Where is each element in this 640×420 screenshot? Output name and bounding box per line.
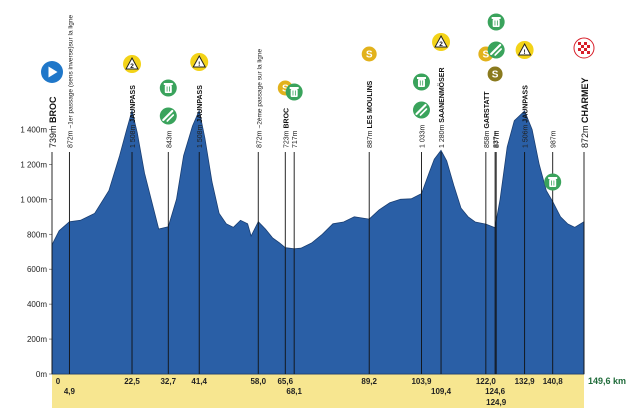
checkpoint-note: ~2ème passage sur la ligne — [256, 48, 263, 128]
climb-warning-icon: ! — [190, 53, 209, 71]
water-bottle-icon — [487, 13, 505, 31]
checkpoint-altitude: 1 033m — [419, 124, 426, 148]
svg-text:2: 2 — [130, 63, 134, 70]
checkpoint-label: 1 280m SAANENMÖSER — [437, 67, 446, 148]
km-tick-label: 132,9 — [515, 377, 536, 386]
y-tick-label: 1 400m — [20, 125, 47, 134]
km-tick-label: 65,6 — [277, 377, 293, 386]
checkpoint-altitude: 887m — [367, 129, 374, 148]
finish-name: CHARMEY — [580, 77, 590, 123]
km-tick-label: 68,1 — [286, 387, 302, 396]
checkpoint-altitude: 1 506m — [523, 123, 530, 148]
checkpoint-altitude: 1 280m — [439, 123, 446, 148]
checkpoint-label: 872m ~2ème passage sur la ligne — [256, 48, 263, 148]
checkpoint-label: 872m ~1er passage (sens inverse)sur la l… — [67, 15, 74, 148]
checkpoint-label: 1 508m JAUNPASS — [130, 85, 137, 148]
km-tick-label: 41,4 — [191, 377, 207, 386]
total-distance-label: 149,6 km — [588, 376, 626, 386]
checkpoint-altitude: 1 508m — [197, 123, 204, 148]
km-tick-label: 124,6 — [485, 387, 506, 396]
checkpoint-label: 858m GARSTATT — [484, 91, 491, 148]
y-tick-label: 1 000m — [20, 195, 47, 204]
checkpoint-name: LES MOULINS — [367, 80, 374, 128]
km-tick-label: 58,0 — [250, 377, 266, 386]
km-tick-label: 0 — [56, 377, 61, 386]
checkpoint-label: 843m — [166, 130, 173, 148]
checkpoint-label: 1 033m — [419, 124, 426, 148]
checkpoint-label: 1 508m JAUNPASS — [197, 85, 204, 148]
svg-text:S: S — [282, 84, 289, 95]
y-tick-label: 400m — [27, 300, 47, 309]
km-tick-label: 122,0 — [476, 377, 497, 386]
start-name: BROC — [48, 96, 58, 123]
y-tick-label: 0m — [36, 370, 47, 379]
start-icon — [41, 61, 63, 83]
svg-text:!: ! — [198, 61, 200, 68]
climb-cat2-icon: 2 — [123, 55, 142, 73]
bonus-sprint-icon: S — [486, 65, 504, 83]
km-tick-label: 32,7 — [160, 377, 176, 386]
checkpoint-label: 717m — [292, 130, 299, 148]
checkpoint-note: ~1er passage (sens inverse)sur la ligne — [67, 15, 74, 129]
svg-text:S: S — [483, 50, 490, 61]
feed-zone-icon — [487, 41, 505, 59]
checkpoint-label: 887m LES MOULINS — [367, 80, 374, 148]
checkpoint-altitude: 858m — [484, 129, 491, 148]
water-bottle-icon — [285, 83, 303, 101]
km-tick-label: 22,5 — [124, 377, 140, 386]
checkpoint-name: BROC — [283, 108, 290, 129]
km-tick-label: 103,9 — [411, 377, 432, 386]
checkpoint-altitude: 987m — [551, 130, 558, 148]
start-altitude: 739m — [48, 123, 58, 148]
finish-flag-icon — [573, 37, 595, 59]
checkpoint-label: 987m — [551, 130, 558, 148]
checkpoint-label: 723m BROC — [283, 108, 290, 148]
checkpoint-altitude: 872m — [67, 129, 74, 148]
km-strip — [52, 374, 584, 408]
svg-text:!: ! — [524, 49, 526, 56]
checkpoint-altitude: 837m — [493, 130, 500, 148]
finish-label: 872m CHARMEY — [580, 77, 590, 148]
climb-cat2-icon: 2 — [432, 33, 451, 51]
checkpoint-name: JAUNPASS — [130, 85, 137, 123]
y-tick-label: 200m — [27, 335, 47, 344]
km-tick-label: 4,9 — [64, 387, 76, 396]
km-tick-label: 140,8 — [543, 377, 564, 386]
checkpoint-label: 877m — [494, 130, 501, 148]
svg-text:S: S — [366, 50, 373, 61]
checkpoint-name: JAUNPASS — [197, 85, 204, 123]
checkpoint-altitude: 843m — [166, 130, 173, 148]
svg-text:2: 2 — [439, 41, 443, 48]
checkpoint-label: 1 506m JAUNPASS — [523, 85, 530, 148]
km-tick-label: 109,4 — [431, 387, 452, 396]
km-tick-label: 124,9 — [486, 398, 507, 407]
y-tick-label: 1 200m — [20, 160, 47, 169]
checkpoint-name: JAUNPASS — [523, 85, 530, 123]
feed-zone-icon — [412, 101, 430, 119]
climb-warning-icon: ! — [515, 41, 534, 59]
water-bottle-icon — [159, 79, 177, 97]
water-bottle-icon — [544, 173, 562, 191]
start-label: 739m BROC — [48, 96, 58, 148]
checkpoint-altitude: 723m — [283, 129, 290, 148]
profile-area — [51, 109, 585, 375]
finish-altitude: 872m — [580, 123, 590, 148]
checkpoint-name: SAANENMÖSER — [437, 67, 446, 122]
checkpoint-name: GARSTATT — [484, 91, 491, 129]
y-tick-label: 800m — [27, 230, 47, 239]
checkpoint-altitude: 872m — [256, 129, 263, 148]
checkpoint-altitude: 1 508m — [130, 123, 137, 148]
svg-text:S: S — [492, 70, 499, 81]
water-bottle-icon — [412, 73, 430, 91]
feed-zone-icon — [159, 107, 177, 125]
checkpoint-label: 837m — [493, 130, 500, 148]
km-tick-label: 89,2 — [361, 377, 377, 386]
checkpoint-altitude: 877m — [494, 130, 501, 148]
y-tick-label: 600m — [27, 265, 47, 274]
sprint-icon: S — [360, 45, 378, 63]
checkpoint-altitude: 717m — [292, 130, 299, 148]
